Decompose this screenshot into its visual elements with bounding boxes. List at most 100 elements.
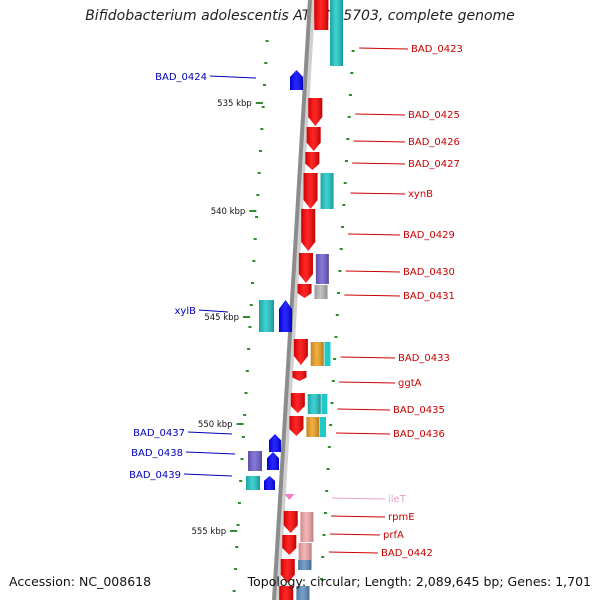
tick-mark-right	[326, 468, 330, 470]
gene-arrow-red-1	[314, 0, 329, 20]
label-leader-reverse	[209, 75, 257, 79]
label-leader-forward	[340, 356, 396, 359]
scale-label: 550 kbp	[198, 420, 233, 430]
tick-mark-left	[249, 304, 253, 306]
gene-labels: BAD_0423 BAD_0425 BAD_0426 BAD_0427 xynB BAD_…	[129, 44, 463, 559]
side-box-shade-1	[320, 173, 334, 209]
gene-arrow-blue-1-shade	[279, 300, 292, 332]
major-tick	[242, 316, 250, 318]
gene-arrow-red-1-shade	[314, 0, 329, 20]
left-box-shade-1	[248, 451, 262, 471]
gene-arrow-red-13	[283, 511, 298, 533]
label-leader-forward	[347, 233, 401, 236]
gene-label-forward: BAD_0430	[403, 267, 455, 278]
gene-label-forward: rpmE	[388, 512, 415, 523]
tick-mark-left	[233, 568, 237, 570]
tick-mark-left	[264, 62, 268, 64]
major-tick	[249, 210, 257, 212]
gene-arrow-red-12	[289, 416, 304, 436]
scale-label: 540 kbp	[211, 207, 246, 217]
tick-mark-right	[339, 248, 343, 250]
tick-mark-left	[240, 458, 244, 460]
tick-mark-left	[260, 128, 264, 130]
gene-arrow-red-11	[290, 393, 305, 413]
label-leader-forward	[336, 432, 391, 435]
tick-mark-right	[325, 490, 329, 492]
scale-ticks: 535 kbp 540 kbp 545 kbp 550 kbp 555 kbp	[191, 40, 355, 592]
gene-arrow-red-6-shade	[301, 209, 316, 251]
tick-mark-right	[351, 50, 355, 52]
gene-arrow-red-9	[293, 339, 308, 365]
scale-label: 555 kbp	[191, 527, 226, 537]
tick-mark-left	[253, 238, 257, 240]
tick-mark-left	[262, 84, 266, 86]
side-box-small-2	[319, 417, 326, 437]
tick-mark-left	[252, 260, 256, 262]
side-box-small-1	[321, 394, 328, 414]
left-box-shade-2	[246, 476, 260, 490]
gene-label-forward: BAD_0436	[393, 429, 445, 440]
left-box-shade-0	[259, 300, 274, 332]
tick-mark-right	[350, 72, 354, 74]
tick-mark-left	[261, 106, 265, 108]
tick-mark-left	[256, 194, 260, 196]
gene-arrow-red-16-shade	[279, 586, 294, 600]
tick-mark-right	[329, 424, 333, 426]
side-box-shade-7	[300, 512, 314, 542]
tick-mark-left	[265, 40, 269, 42]
tick-mark-left	[251, 282, 255, 284]
gene-label-forward: BAD_0423	[411, 44, 463, 55]
tick-mark-right	[330, 402, 334, 404]
side-box-shade-10	[296, 586, 310, 600]
tick-mark-left	[237, 502, 241, 504]
gene-arrow-red-7	[298, 253, 313, 283]
gene-arrow-red-2	[308, 98, 323, 126]
gene-label-forward: BAD_0429	[403, 230, 455, 241]
tick-mark-right	[342, 204, 346, 206]
side-box-shade-4	[310, 342, 324, 366]
gene-arrow-red-15-shade	[280, 559, 295, 583]
trna-marker	[284, 494, 295, 500]
label-leader-forward	[339, 381, 396, 384]
gene-arrow-red-8	[297, 284, 312, 298]
tick-mark-right	[323, 512, 327, 514]
scale-label: 535 kbp	[217, 99, 252, 109]
gene-arrow-red-3	[306, 127, 321, 151]
gene-arrow-red-10	[292, 371, 307, 381]
gene-arrow-red-12-shade	[289, 416, 304, 436]
gene-arrow-blue-2-shade	[269, 434, 281, 452]
gene-label-forward: prfA	[383, 530, 404, 541]
gene-arrow-blue-1	[279, 300, 292, 332]
tick-mark-right	[319, 578, 323, 580]
gene-arrow-blue-3-shade	[267, 452, 279, 470]
gene-arrow-red-7-shade	[298, 253, 313, 283]
major-tick	[255, 102, 263, 104]
side-box-shade-9	[298, 560, 312, 570]
tick-mark-right	[337, 292, 341, 294]
gene-label-forward: ileT	[388, 494, 407, 505]
tick-mark-left	[232, 590, 236, 592]
tick-mark-right	[333, 358, 337, 360]
side-box-shade-3	[314, 285, 328, 299]
tick-mark-right	[341, 226, 345, 228]
label-leader-forward	[352, 162, 406, 165]
tick-mark-left	[239, 480, 243, 482]
gene-label-reverse: BAD_0438	[131, 448, 183, 459]
gene-label-reverse: BAD_0439	[129, 470, 181, 481]
gene-arrow-blue-0	[290, 70, 303, 90]
gene-arrow-blue-4	[264, 476, 275, 490]
gene-arrow-red-5-shade	[303, 173, 318, 209]
label-leader-forward	[355, 113, 406, 116]
tick-mark-left	[245, 370, 249, 372]
gene-arrow-blue-0-shade	[290, 70, 303, 90]
label-leader-reverse	[198, 309, 229, 313]
scale-label: 545 kbp	[204, 313, 239, 323]
accession-text: Accession: NC_008618	[9, 574, 152, 589]
tick-mark-right	[321, 556, 325, 558]
gene-arrow-red-3-shade	[306, 127, 321, 151]
tick-mark-right	[338, 270, 342, 272]
label-leader-forward	[331, 515, 386, 518]
tick-mark-right	[322, 534, 326, 536]
label-leader-forward	[329, 533, 381, 536]
